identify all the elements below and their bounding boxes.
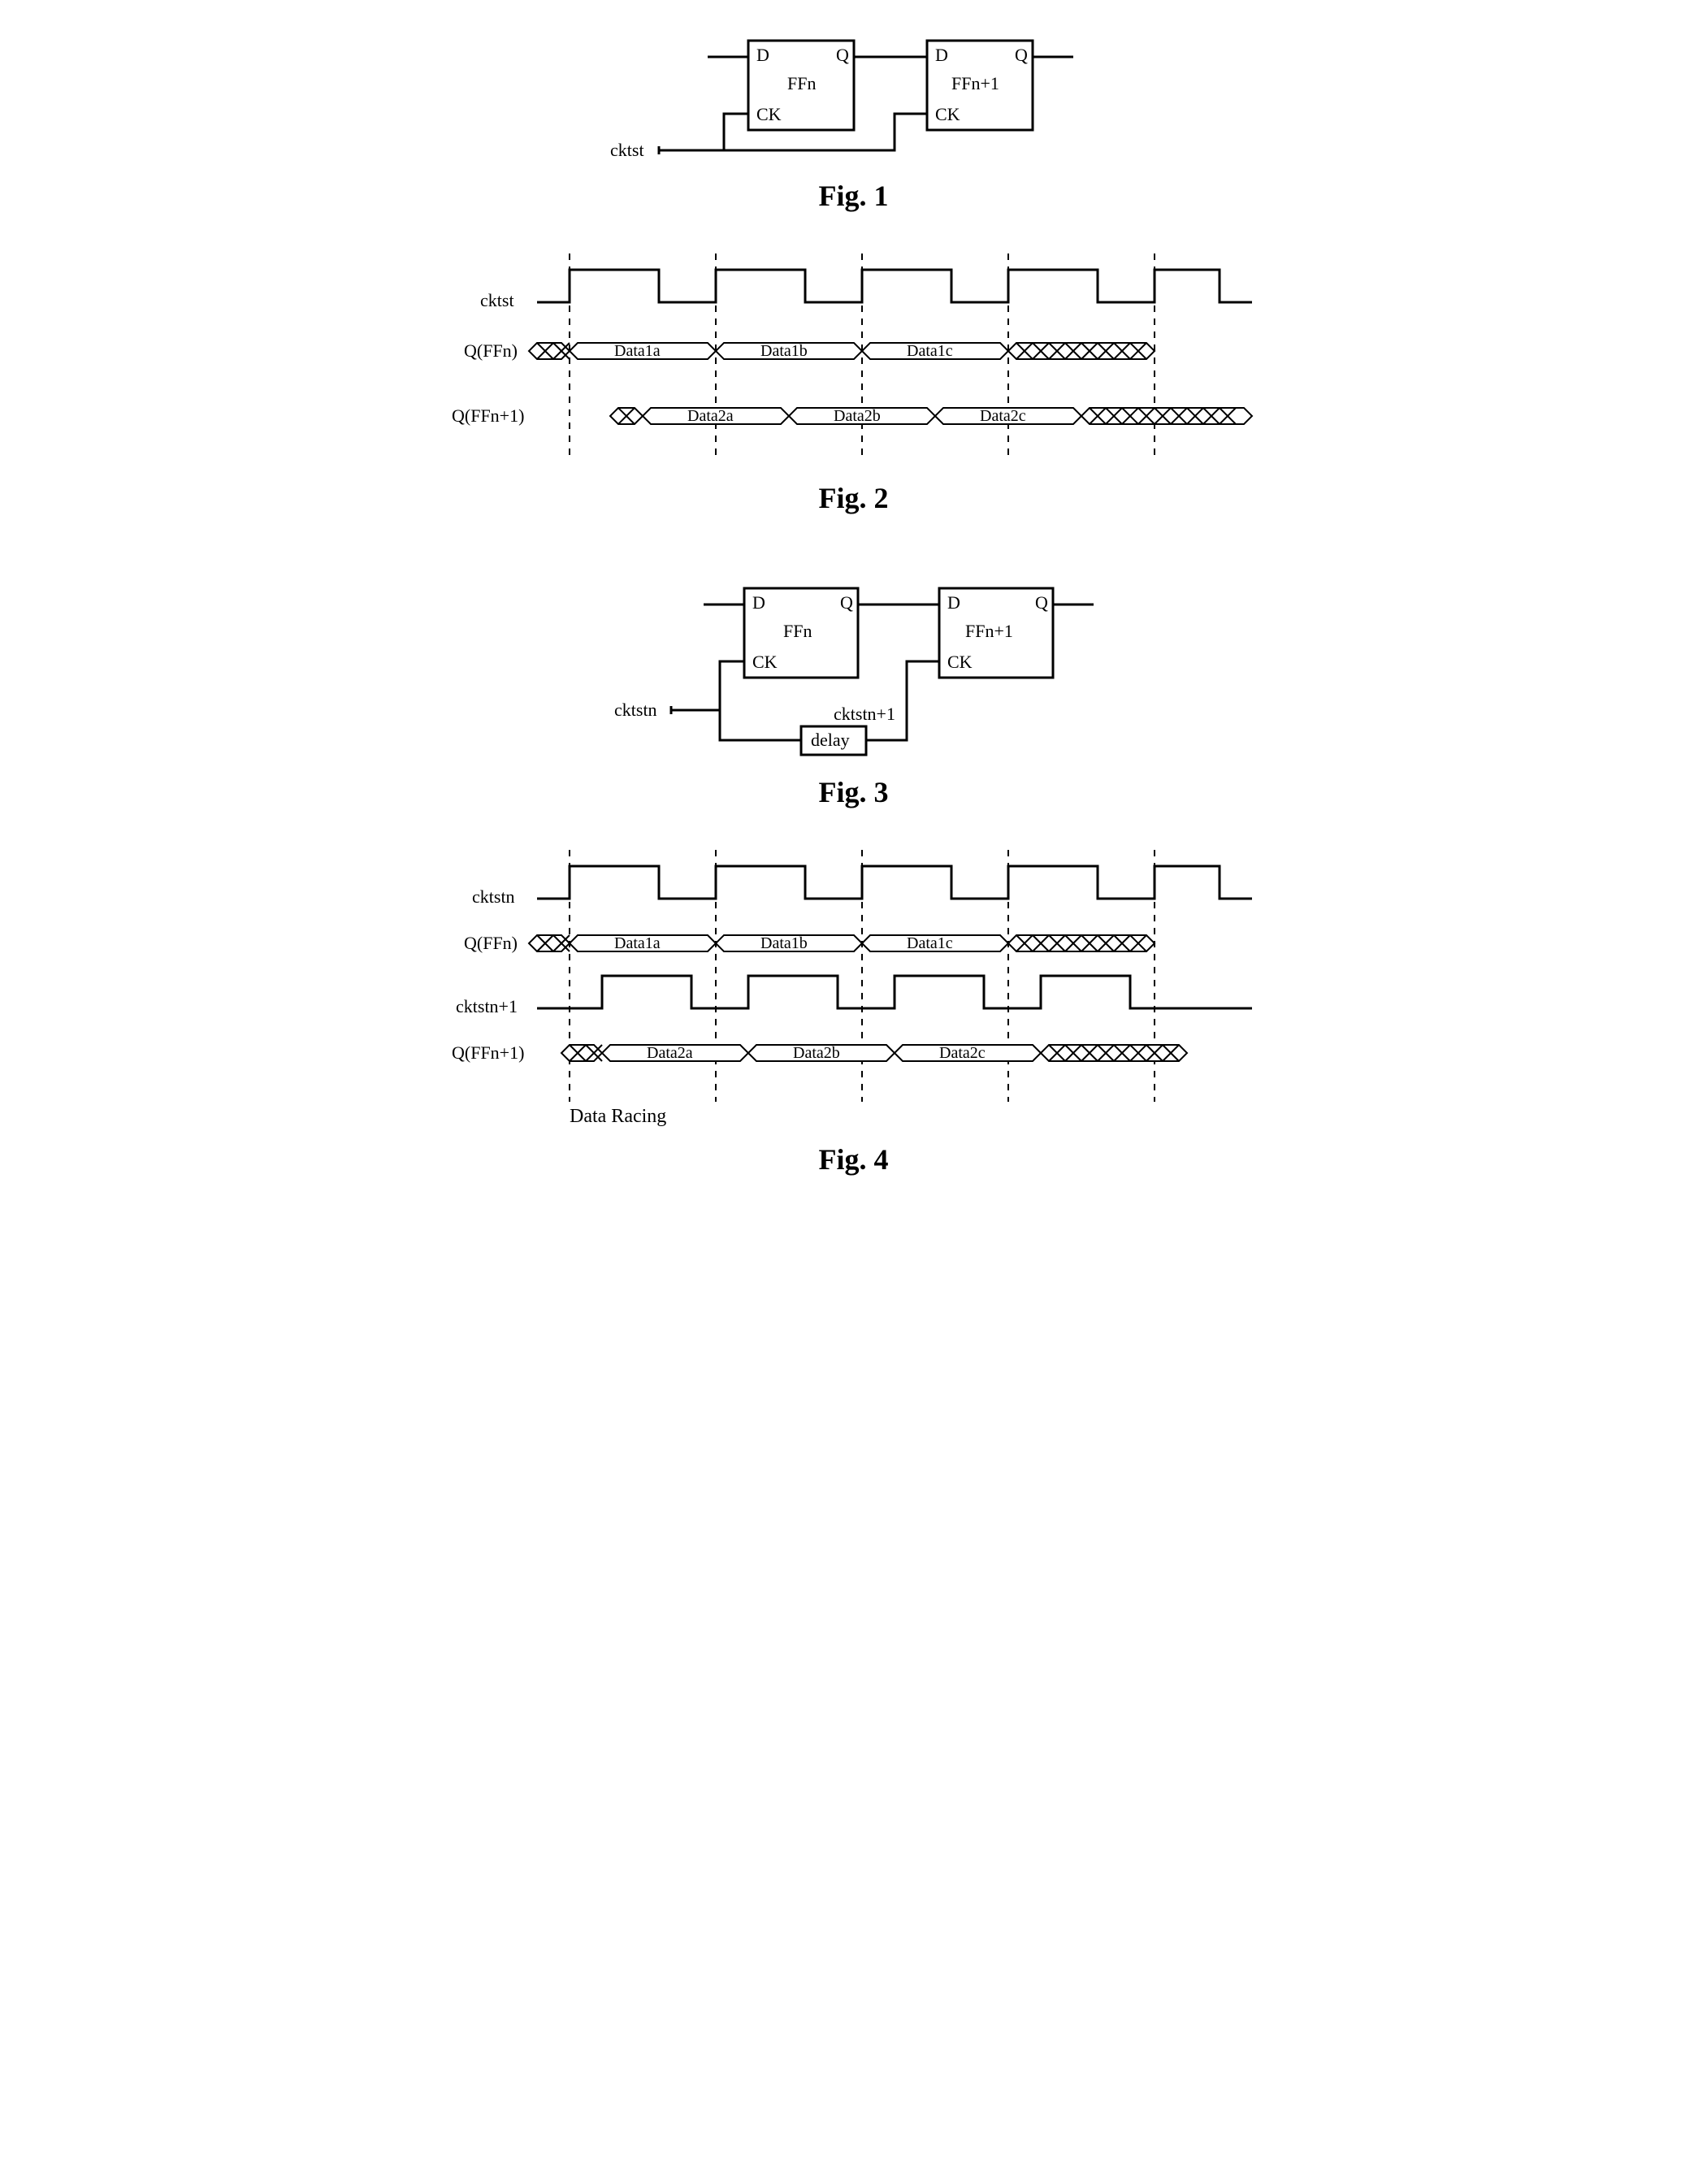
fig4-timing: cktstn Q(FFn) cktstn+1 Q(FFn+1) Data1a D… bbox=[448, 842, 1260, 1134]
ff1-ck-pin: CK bbox=[752, 652, 778, 672]
sig-clk2: cktstn+1 bbox=[456, 996, 518, 1016]
clk2-label: cktstn+1 bbox=[834, 704, 895, 724]
sig-clk: cktst bbox=[480, 290, 514, 310]
q1-d2: Data1c bbox=[907, 934, 953, 952]
q1-d0: Data1a bbox=[614, 934, 661, 952]
fig1-caption: Fig. 1 bbox=[448, 179, 1260, 213]
q2-d2: Data2c bbox=[980, 407, 1026, 425]
ff2-name: FFn+1 bbox=[965, 621, 1013, 641]
ff1-d-pin: D bbox=[752, 592, 765, 613]
ff1-d-pin: D bbox=[756, 45, 769, 65]
ff2-ck-pin: CK bbox=[947, 652, 973, 672]
clk-label: cktst bbox=[610, 140, 644, 160]
fig4-caption: Fig. 4 bbox=[448, 1142, 1260, 1176]
fig3-caption: Fig. 3 bbox=[448, 775, 1260, 809]
q1-d1: Data1b bbox=[760, 934, 808, 952]
fig1-circuit: D Q FFn CK D Q FFn+1 CK cktst bbox=[610, 32, 1098, 171]
fig2-timing: cktst Q(FFn) Q(FFn+1) Data1a Data1b Data… bbox=[448, 245, 1260, 473]
ff2-ck-pin: CK bbox=[935, 104, 960, 124]
q1-d1: Data1b bbox=[760, 342, 808, 360]
q2-d1: Data2b bbox=[834, 407, 881, 425]
ff2-name: FFn+1 bbox=[951, 73, 999, 93]
fig3-circuit: D Q FFn CK D Q FFn+1 CK cktstn cktstn+1 … bbox=[590, 580, 1118, 767]
ff2-d-pin: D bbox=[935, 45, 948, 65]
ff2-q-pin: Q bbox=[1015, 45, 1028, 65]
q2-d0: Data2a bbox=[647, 1044, 693, 1062]
ff1-q-pin: Q bbox=[840, 592, 853, 613]
ff1-name: FFn bbox=[783, 621, 812, 641]
ff2-q-pin: Q bbox=[1035, 592, 1048, 613]
ff1-q-pin: Q bbox=[836, 45, 849, 65]
q1-d0: Data1a bbox=[614, 342, 661, 360]
clk1-label: cktstn bbox=[614, 700, 657, 720]
ff1-name: FFn bbox=[787, 73, 816, 93]
sig-q2: Q(FFn+1) bbox=[452, 405, 524, 426]
ff2-d-pin: D bbox=[947, 592, 960, 613]
delay-label: delay bbox=[811, 730, 850, 750]
sig-q1: Q(FFn) bbox=[464, 340, 518, 361]
sig-q1: Q(FFn) bbox=[464, 933, 518, 953]
ff1-ck-pin: CK bbox=[756, 104, 782, 124]
sig-clk1: cktstn bbox=[472, 886, 515, 907]
q1-d2: Data1c bbox=[907, 342, 953, 360]
data-racing-annotation: Data Racing bbox=[570, 1106, 666, 1127]
fig2-caption: Fig. 2 bbox=[448, 481, 1260, 515]
q2-d2: Data2c bbox=[939, 1044, 986, 1062]
q2-d0: Data2a bbox=[687, 407, 734, 425]
sig-q2: Q(FFn+1) bbox=[452, 1042, 524, 1063]
q2-d1: Data2b bbox=[793, 1044, 840, 1062]
